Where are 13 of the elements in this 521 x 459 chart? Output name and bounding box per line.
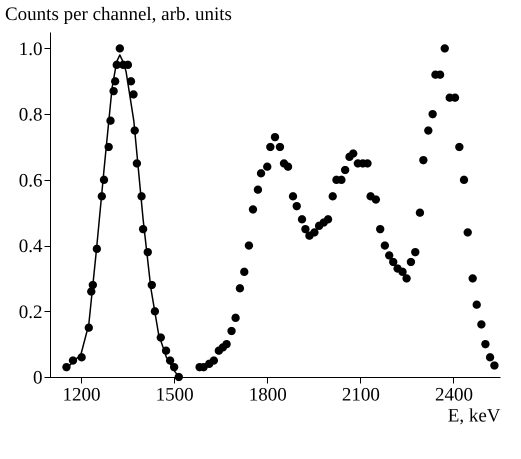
x-tick-label: 1500	[156, 384, 194, 406]
x-tick-label: 2100	[342, 384, 380, 406]
x-tick-label: 2400	[434, 384, 473, 406]
x-tick-label: 1200	[62, 384, 101, 406]
y-tick-label: 0.2	[18, 302, 42, 323]
chart-title: Counts per channel, arb. units	[5, 4, 232, 25]
y-tick-label: 0.8	[18, 104, 42, 126]
y-tick-label: 0.6	[18, 170, 42, 192]
y-tick-label: 0	[33, 368, 42, 388]
y-tick-label: 1.0	[18, 38, 42, 60]
x-axis-title: E, keV	[448, 406, 501, 426]
x-tick-label: 1800	[248, 384, 287, 406]
y-tick-label: 0.4	[18, 236, 43, 258]
